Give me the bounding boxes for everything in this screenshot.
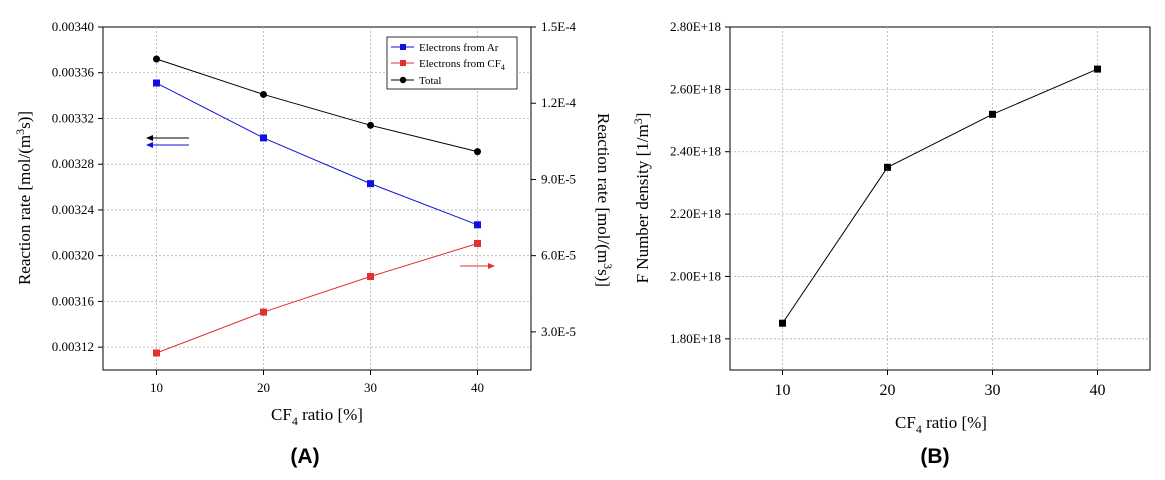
panel-label-a: (A) — [290, 445, 319, 468]
x-axis-label-a: CF4 ratio [%] — [271, 405, 363, 428]
x-tick-label: 10 — [775, 382, 791, 399]
legend-a: Electrons from Ar Electrons from CF4 Tot… — [386, 36, 518, 90]
data-point — [153, 349, 160, 357]
x-tick-label: 40 — [1090, 382, 1106, 399]
y-tick-label: 2.00E+18 — [670, 268, 721, 283]
x-tick-label: 30 — [985, 382, 1001, 399]
y-tick-label-left: 0.00332 — [52, 110, 94, 125]
y-tick-label-left: 0.00312 — [52, 339, 94, 354]
axis-indicator-arrows — [146, 135, 495, 269]
data-point — [779, 319, 786, 327]
y-axis-label-b: F Number density [1/m3] — [631, 113, 652, 284]
data-point — [260, 90, 267, 98]
legend-item-cf4: Electrons from CF4 — [391, 58, 505, 72]
panel-label-b: (B) — [920, 445, 949, 468]
data-point — [153, 79, 160, 87]
y-tick-label: 1.80E+18 — [670, 331, 721, 346]
x-axis-b: 10 20 30 40 — [775, 370, 1106, 399]
data-point — [367, 273, 374, 281]
y-tick-label-right: 6.0E-5 — [541, 248, 576, 263]
legend-item-total: Total — [391, 75, 441, 87]
data-point — [153, 55, 160, 63]
y-tick-label-left: 0.00328 — [52, 156, 94, 171]
chart-panel-a: 0.00312 0.00316 0.00320 0.00324 0.00328 0.003… — [13, 19, 615, 468]
legend-label-cf4: Electrons from CF4 — [419, 58, 505, 72]
y-tick-label-left: 0.00340 — [52, 19, 94, 34]
data-point — [260, 134, 267, 142]
y-axis-right-a: 3.0E-5 6.0E-5 9.0E-5 1.2E-4 1.5E-4 — [531, 19, 577, 339]
y-tick-label: 2.40E+18 — [670, 144, 721, 159]
grid-b — [730, 27, 1150, 370]
y-tick-label-left: 0.00336 — [52, 65, 95, 80]
y-tick-label-left: 0.00316 — [52, 293, 95, 308]
plot-area-b — [729, 26, 1151, 371]
series-line — [156, 242, 478, 354]
x-tick-label: 40 — [471, 380, 484, 395]
series-line — [782, 68, 1098, 324]
y-tick-label-right: 3.0E-5 — [541, 324, 576, 339]
data-point — [884, 163, 891, 171]
data-point — [474, 239, 481, 247]
y-tick-label-left: 0.00324 — [52, 202, 95, 217]
y-tick-label-right: 1.2E-4 — [541, 95, 577, 110]
y-axis-left-a: 0.00312 0.00316 0.00320 0.00324 0.00328 0.003… — [52, 19, 103, 354]
series-b — [779, 65, 1101, 327]
y-tick-label-right: 1.5E-4 — [541, 19, 577, 34]
y-tick-label: 2.60E+18 — [670, 81, 721, 96]
y-axis-right-label-a: Reaction rate [mol/(m3s)] — [594, 113, 615, 287]
y-axis-b: 1.80E+18 2.00E+18 2.20E+18 2.40E+18 2.60E+18… — [670, 19, 730, 346]
data-point — [474, 148, 481, 156]
x-axis-a: 10 20 30 40 — [150, 370, 484, 395]
x-tick-label: 20 — [257, 380, 270, 395]
x-tick-label: 20 — [880, 382, 896, 399]
y-tick-label-right: 9.0E-5 — [541, 171, 576, 186]
y-axis-left-label-a: Reaction rate [mol/(m3s)] — [13, 111, 34, 285]
data-point — [1094, 65, 1101, 73]
x-tick-label: 30 — [364, 380, 377, 395]
x-axis-label-b: CF4 ratio [%] — [895, 413, 987, 436]
legend-item-ar: Electrons from Ar — [391, 42, 499, 54]
data-point — [367, 121, 374, 129]
legend-label-ar: Electrons from Ar — [419, 42, 499, 54]
data-point — [474, 221, 481, 229]
legend-label-total: Total — [419, 75, 441, 87]
data-point — [260, 308, 267, 316]
data-point — [989, 110, 996, 118]
data-point — [367, 180, 374, 188]
series-line — [156, 58, 478, 153]
series-line — [156, 82, 478, 226]
series-a — [153, 55, 481, 357]
y-tick-label-left: 0.00320 — [52, 248, 94, 263]
x-tick-label: 10 — [150, 380, 163, 395]
chart-panel-b: 1.80E+18 2.00E+18 2.20E+18 2.40E+18 2.60E+18… — [631, 19, 1151, 468]
y-tick-label: 2.20E+18 — [670, 206, 721, 221]
y-tick-label: 2.80E+18 — [670, 19, 721, 34]
